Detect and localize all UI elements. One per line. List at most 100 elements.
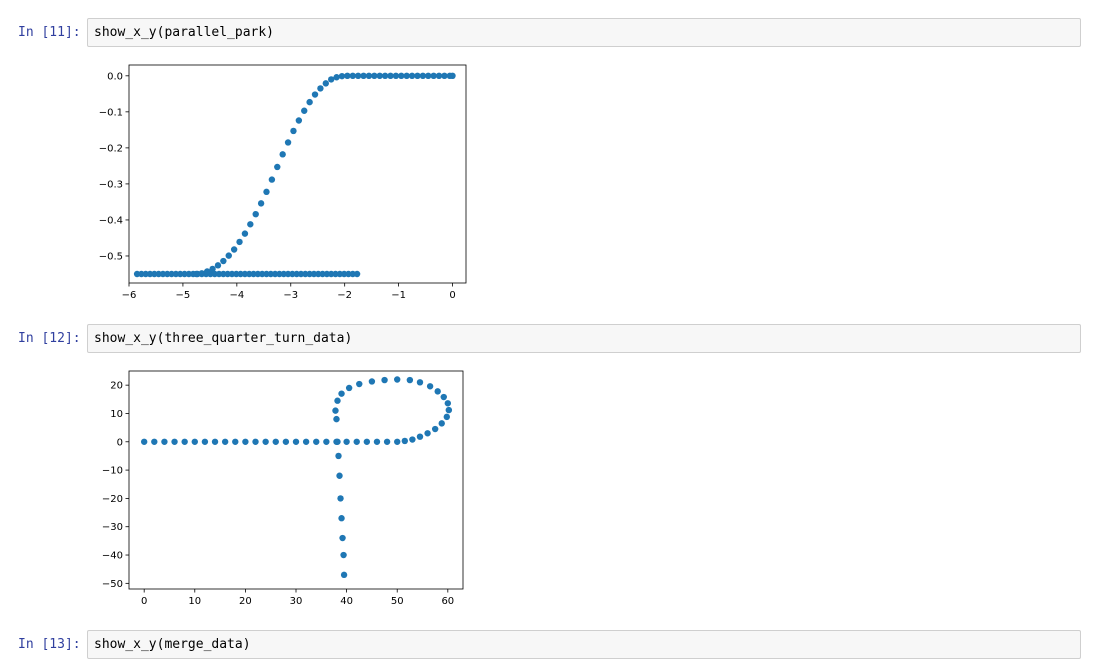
data-point: [338, 515, 345, 522]
axes-frame: [128, 370, 464, 590]
x-tick-label: −3: [283, 290, 298, 301]
data-point: [334, 438, 341, 445]
data-point: [353, 270, 361, 278]
axes-frame: [128, 64, 467, 284]
x-tick-label: −5: [176, 290, 191, 301]
data-point: [333, 415, 340, 423]
data-point: [363, 438, 371, 445]
data-point: [336, 472, 343, 479]
data-point: [220, 257, 227, 265]
data-point: [394, 376, 401, 383]
data-point: [198, 270, 205, 277]
data-point: [334, 397, 341, 404]
data-point: [392, 72, 400, 80]
data-point: [301, 107, 308, 114]
y-tick-label: −0.3: [99, 179, 123, 190]
x-tick-label: −1: [391, 290, 406, 301]
data-point: [381, 376, 388, 384]
data-point: [191, 438, 198, 445]
data-point: [434, 388, 441, 395]
data-point: [211, 438, 219, 445]
x-tick-label: 10: [188, 596, 201, 607]
data-point: [394, 438, 401, 445]
data-point: [349, 72, 356, 80]
y-tick-label: 10: [110, 409, 123, 420]
data-point: [368, 378, 376, 385]
data-point: [419, 72, 427, 80]
data-point: [333, 74, 340, 81]
data-point: [360, 72, 367, 80]
data-point: [242, 438, 249, 445]
data-point: [430, 72, 437, 80]
x-tick-label: −6: [122, 290, 137, 301]
data-point: [203, 268, 211, 275]
data-point: [257, 200, 265, 207]
code-input-cell[interactable]: show_x_y(three_quarter_turn_data): [87, 324, 1081, 353]
data-point: [221, 438, 229, 445]
data-point: [398, 72, 405, 80]
data-point: [209, 265, 216, 273]
data-point: [387, 72, 394, 80]
y-tick-label: −0.2: [99, 143, 123, 154]
data-point: [241, 230, 249, 237]
data-point: [311, 91, 319, 98]
data-point: [306, 98, 313, 106]
data-points: [133, 72, 456, 278]
data-point: [381, 72, 389, 80]
data-point: [353, 438, 360, 445]
data-point: [408, 72, 416, 80]
scatter-plot-three-quarter-turn: 0 10 20 30 40 50 60 20 10 0 −10 −20 −30 −40 −50: [102, 370, 464, 607]
data-point: [440, 393, 447, 401]
data-point: [272, 438, 279, 445]
data-point: [426, 383, 434, 390]
y-tick-label: −0.1: [99, 107, 123, 118]
data-point: [201, 438, 209, 445]
data-point: [338, 72, 346, 80]
data-point: [225, 252, 232, 259]
data-point: [356, 380, 363, 388]
data-point: [214, 262, 222, 269]
x-tick-label: −2: [337, 290, 352, 301]
data-point: [247, 221, 254, 228]
data-point: [317, 85, 324, 92]
data-point: [409, 436, 416, 443]
data-point: [284, 139, 292, 146]
data-point: [292, 438, 300, 445]
x-tick-label: 60: [441, 596, 454, 607]
data-point: [401, 437, 409, 445]
y-tick-label: −10: [102, 466, 123, 477]
data-point: [444, 400, 452, 407]
code-input-cell[interactable]: show_x_y(parallel_park): [87, 18, 1081, 47]
data-point: [403, 72, 410, 80]
data-point: [425, 72, 432, 80]
x-tick-label: 20: [239, 596, 252, 607]
x-tick-label: −4: [229, 290, 244, 301]
data-point: [302, 438, 310, 445]
data-point: [252, 210, 259, 218]
data-point: [354, 72, 362, 80]
data-point: [236, 238, 243, 246]
data-point: [340, 571, 348, 579]
data-point: [343, 438, 350, 445]
x-tick-label: 0: [141, 596, 147, 607]
data-point: [193, 270, 200, 278]
y-tick-label: −20: [102, 494, 123, 505]
code-input-cell[interactable]: show_x_y(merge_data): [87, 630, 1081, 659]
x-tick-label: 40: [340, 596, 353, 607]
y-tick-label: −50: [102, 579, 123, 590]
data-point: [449, 72, 456, 80]
data-point: [328, 76, 335, 83]
data-point: [414, 72, 421, 80]
data-point: [171, 438, 178, 445]
data-point: [335, 452, 342, 460]
data-point: [416, 433, 424, 440]
data-point: [445, 406, 453, 414]
x-tick-label: 0: [449, 290, 455, 301]
cell-prompt: In [11]:: [18, 25, 81, 40]
cell-prompt: In [13]:: [18, 637, 81, 652]
data-point: [443, 413, 451, 421]
data-point: [338, 390, 345, 397]
data-point: [441, 72, 448, 80]
cell-prompt: In [12]:: [18, 331, 81, 346]
data-point: [438, 420, 445, 427]
